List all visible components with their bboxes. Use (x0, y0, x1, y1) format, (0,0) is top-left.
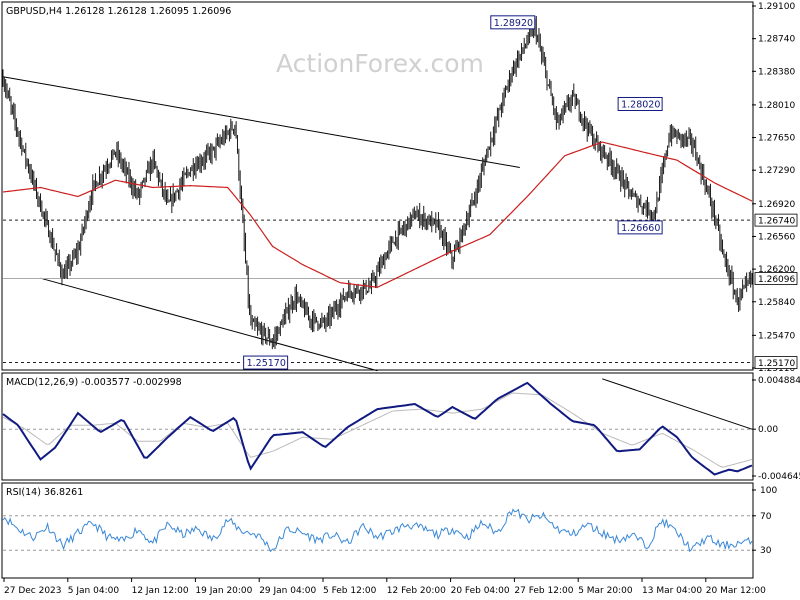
price-tick-label: 1.26200 (758, 265, 795, 275)
level-label-box (754, 213, 798, 227)
rsi-line (2, 508, 753, 553)
price-layer: 1.28920 1.28020 1.26660 1.25170 (2, 15, 753, 372)
macd-tick-label: -0.004645 (758, 472, 800, 482)
price-tick-label: 1.26560 (758, 232, 795, 242)
rsi-tick-label: 70 (760, 512, 772, 522)
x-tick-label: 13 Mar 04:00 (642, 586, 702, 596)
trendline (40, 277, 378, 372)
macd-signal-line (2, 392, 753, 468)
annotation-label: 1.26660 (621, 223, 660, 234)
x-tick-label: 20 Mar 12:00 (706, 586, 766, 596)
annotation-box (617, 96, 663, 111)
price-tick-label: 1.26920 (758, 200, 795, 210)
level-label: 1.26740 (758, 217, 795, 227)
price-annotation: 1.28920 (490, 15, 536, 30)
x-tick-label: 5 Feb 12:00 (323, 586, 377, 596)
moving-average-line (2, 141, 753, 288)
price-annotation: 1.26660 (617, 220, 663, 235)
price-tick-label: 1.28740 (758, 35, 795, 45)
annotation-box (617, 220, 663, 235)
price-tick-label: 1.25840 (758, 298, 795, 308)
trendline (2, 76, 520, 168)
price-annotation: 1.28020 (617, 96, 663, 111)
price-tick-label: 1.27650 (758, 134, 795, 144)
rsi-panel (1, 482, 754, 579)
macd-panel (1, 372, 754, 481)
rsi-title: RSI(14) 36.8261 (6, 487, 83, 498)
x-tick-label: 27 Feb 12:00 (514, 586, 573, 596)
macd-tick-label: 0.00 (758, 425, 778, 435)
x-tick-label: 27 Dec 2023 (4, 586, 62, 596)
macd-tick-label: 0.004884 (758, 376, 800, 386)
macd-trendline (602, 378, 753, 430)
x-tick-label: 5 Jan 04:00 (68, 586, 120, 596)
x-tick-label: 12 Jan 12:00 (132, 586, 189, 596)
price-tick-label: 1.28380 (758, 67, 795, 77)
axis-layer: 1.29100 1.28740 1.28380 1.28010 1.27650 1.272… (3, 2, 800, 596)
x-tick-label: 19 Jan 20:00 (195, 586, 252, 596)
level-label-box (754, 356, 798, 369)
price-tick-label: 1.29100 (758, 2, 795, 12)
x-tick-label: 12 Feb 20:00 (387, 586, 446, 596)
price-annotation: 1.25170 (243, 355, 289, 370)
watermark: ActionForex.com (276, 49, 484, 78)
price-tick-label: 1.25110 (758, 364, 795, 374)
rsi-tick-label: 100 (760, 486, 777, 496)
rsi-tick-label: 30 (760, 546, 772, 556)
annotation-label: 1.25170 (247, 358, 286, 369)
annotation-box (243, 355, 289, 370)
annotation-label: 1.28920 (494, 18, 533, 29)
level-label: 1.25170 (758, 359, 795, 369)
price-title: GBPUSD,H4 1.26128 1.26128 1.26095 1.2609… (6, 6, 231, 17)
annotation-label: 1.28020 (621, 99, 660, 110)
annotation-box (490, 15, 536, 30)
x-tick-label: 29 Jan 04:00 (259, 586, 316, 596)
price-tick-label: 1.25470 (758, 331, 795, 341)
level-label-box (754, 272, 798, 285)
price-tick-label: 1.28010 (758, 101, 795, 111)
x-tick-label: 20 Feb 04:00 (451, 586, 510, 596)
macd-title: MACD(12,26,9) -0.003577 -0.002998 (6, 377, 182, 388)
macd-layer (2, 378, 753, 476)
x-tick-label: 5 Mar 20:00 (578, 586, 633, 596)
price-tick-label: 1.27290 (758, 166, 795, 176)
rsi-layer (2, 508, 753, 553)
level-label: 1.26096 (758, 275, 795, 285)
macd-line (2, 381, 753, 476)
